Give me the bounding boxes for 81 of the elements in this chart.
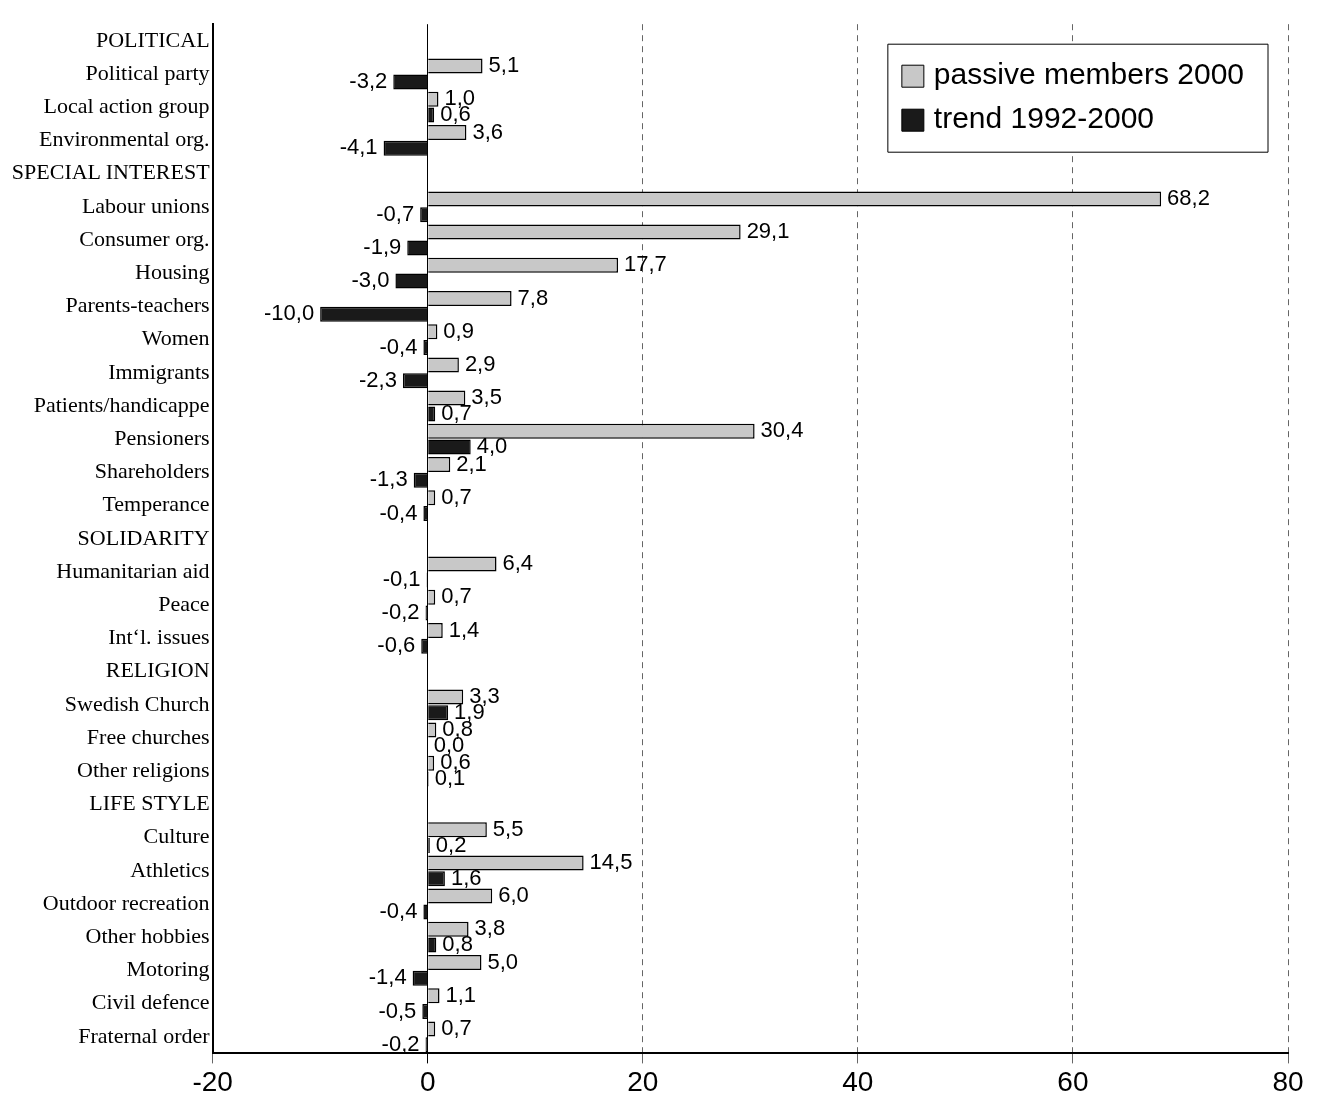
y-tick-label: Parents-teachers (65, 292, 210, 318)
y-tick-label: Political party (85, 59, 210, 85)
y-tick-label: Patients/handicappe (33, 391, 210, 417)
y-tick-label: Environmental org. (38, 126, 210, 152)
data-label: 3,8 (474, 915, 506, 941)
data-label: 68,2 (1167, 184, 1210, 210)
x-tick-label: 20 (627, 1065, 659, 1097)
data-label: -1,3 (369, 466, 408, 492)
y-tick-label: Fraternal order (78, 1022, 211, 1048)
y-tick-label: Immigrants (108, 358, 210, 384)
y-tick-label: Int‘l. issues (108, 624, 210, 650)
data-label: -0,2 (381, 599, 420, 625)
x-tick-label: 60 (1057, 1065, 1089, 1097)
data-label: -0,6 (377, 632, 416, 658)
y-tick-label: LIFE STYLE (89, 790, 210, 816)
y-tick-label: Consumer org. (79, 225, 210, 251)
y-tick-label: Local action group (43, 92, 210, 118)
data-label: 6,0 (498, 882, 529, 908)
data-label: -10,0 (263, 300, 315, 326)
y-tick-label: SOLIDARITY (77, 524, 210, 550)
y-tick-label: Labour unions (81, 192, 210, 218)
y-tick-label: Motoring (126, 956, 210, 982)
data-label: 0,8 (442, 931, 473, 957)
data-label: 3,6 (472, 118, 503, 144)
data-label: -0,5 (378, 997, 417, 1023)
data-label: 17,7 (624, 251, 667, 277)
data-label: 1,6 (450, 864, 482, 890)
data-label: 1,1 (445, 981, 477, 1007)
data-label: -1,9 (363, 233, 402, 259)
data-label: -0,2 (381, 1030, 420, 1056)
data-label: 5,5 (492, 815, 524, 841)
x-tick-label: 80 (1272, 1065, 1304, 1097)
data-label: 5,0 (487, 948, 519, 974)
data-label: -3,2 (349, 67, 388, 93)
data-label: -3,0 (351, 267, 390, 293)
data-label: 0,9 (443, 317, 474, 343)
data-label: -0,4 (379, 333, 418, 359)
data-label: 3,5 (471, 384, 502, 410)
data-label: 6,4 (502, 550, 534, 576)
x-tick-label: 0 (419, 1065, 436, 1097)
data-label: 5,1 (488, 52, 520, 78)
y-tick-label: Other hobbies (85, 922, 210, 948)
data-label: -2,3 (359, 366, 397, 392)
y-tick-label: RELIGION (105, 657, 210, 683)
data-label: 2,9 (464, 350, 496, 376)
y-tick-label: Pensioners (114, 424, 210, 450)
data-label: -0,1 (382, 565, 421, 591)
data-label: 0,2 (435, 831, 467, 857)
data-label: 0,7 (441, 583, 472, 609)
data-label: 1,4 (448, 616, 480, 642)
y-tick-label: Free churches (86, 723, 210, 749)
y-tick-label: Athletics (130, 856, 210, 882)
data-label: 0,7 (441, 399, 472, 425)
data-label: -0,7 (376, 200, 415, 226)
data-label: -1,4 (368, 964, 407, 990)
y-tick-label: Women (141, 325, 210, 351)
data-label: 14,5 (589, 848, 633, 874)
x-tick-label: -20 (192, 1065, 233, 1097)
data-label: 7,8 (517, 284, 549, 310)
y-tick-label: Other religions (77, 756, 210, 782)
y-tick-label: SPECIAL INTEREST (11, 159, 211, 185)
data-label: -4,1 (339, 134, 378, 160)
y-tick-label: Housing (135, 258, 210, 284)
data-label: -0,4 (379, 897, 418, 923)
y-tick-label: POLITICAL (95, 26, 210, 52)
y-tick-label: Civil defence (91, 989, 210, 1015)
data-label: 29,1 (746, 218, 790, 244)
y-tick-label: Shareholders (94, 458, 210, 484)
x-tick-label: 40 (842, 1065, 874, 1097)
data-label: 0,7 (441, 1014, 472, 1040)
y-tick-label: Humanitarian aid (56, 557, 210, 583)
y-tick-label: Outdoor recreation (42, 889, 210, 915)
legend-label: passive members 2000 (933, 57, 1244, 91)
y-tick-label: Peace (158, 590, 210, 616)
data-label: -0,4 (379, 499, 418, 525)
data-label: 30,4 (760, 417, 804, 443)
data-label: 0,7 (441, 483, 472, 509)
y-tick-label: Temperance (102, 491, 210, 517)
legend-label: trend 1992-2000 (933, 101, 1155, 135)
y-tick-label: Swedish Church (64, 690, 210, 716)
y-tick-label: Culture (143, 823, 210, 849)
